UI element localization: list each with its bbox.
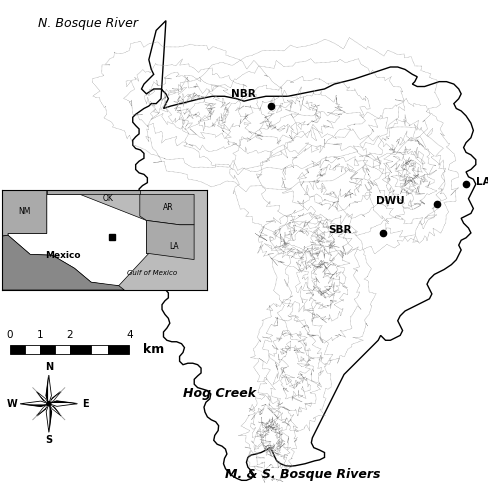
Text: 1: 1 [37,330,43,340]
Polygon shape [140,194,194,225]
Polygon shape [49,404,51,432]
Polygon shape [37,392,49,404]
Text: W: W [7,398,18,408]
Polygon shape [49,404,61,415]
Text: LA: LA [169,242,179,251]
Text: N. Bosque River: N. Bosque River [38,16,138,30]
Text: NM: NM [19,207,31,216]
Polygon shape [0,190,47,240]
Polygon shape [133,20,476,480]
Text: S: S [45,435,52,445]
Polygon shape [49,401,77,404]
Polygon shape [46,404,49,432]
Text: DWU: DWU [376,196,405,206]
Bar [55,345,70,354]
Text: 2: 2 [66,330,73,340]
Polygon shape [20,404,49,406]
Circle shape [47,402,51,406]
Text: LAC: LAC [476,176,488,186]
Text: E: E [81,398,88,408]
Polygon shape [46,376,49,404]
Bar [70,345,91,354]
Bar [108,345,129,354]
Polygon shape [37,392,49,404]
Text: km: km [143,343,164,356]
Text: 0: 0 [6,330,13,340]
Bar [40,345,55,354]
Polygon shape [49,404,77,406]
Text: 4: 4 [126,330,133,340]
Polygon shape [49,392,61,404]
Text: M. & S. Bosque Rivers: M. & S. Bosque Rivers [225,468,380,481]
Text: Mexico: Mexico [45,250,81,260]
Polygon shape [49,392,61,404]
Polygon shape [8,194,149,286]
Text: OK: OK [102,194,113,203]
Bar [91,345,108,354]
Text: AR: AR [163,203,174,212]
Polygon shape [37,404,49,415]
Polygon shape [49,376,51,404]
Polygon shape [20,401,49,404]
Polygon shape [146,220,194,260]
Text: Hog Creek: Hog Creek [183,388,256,400]
Text: N: N [45,362,53,372]
Text: SBR: SBR [328,226,351,235]
Bar [10,345,25,354]
Polygon shape [37,404,49,415]
Bar [25,345,40,354]
Text: NBR: NBR [231,89,256,99]
Text: Gulf of Mexico: Gulf of Mexico [127,270,177,276]
Polygon shape [47,190,140,194]
Polygon shape [49,404,61,415]
Polygon shape [0,235,124,290]
